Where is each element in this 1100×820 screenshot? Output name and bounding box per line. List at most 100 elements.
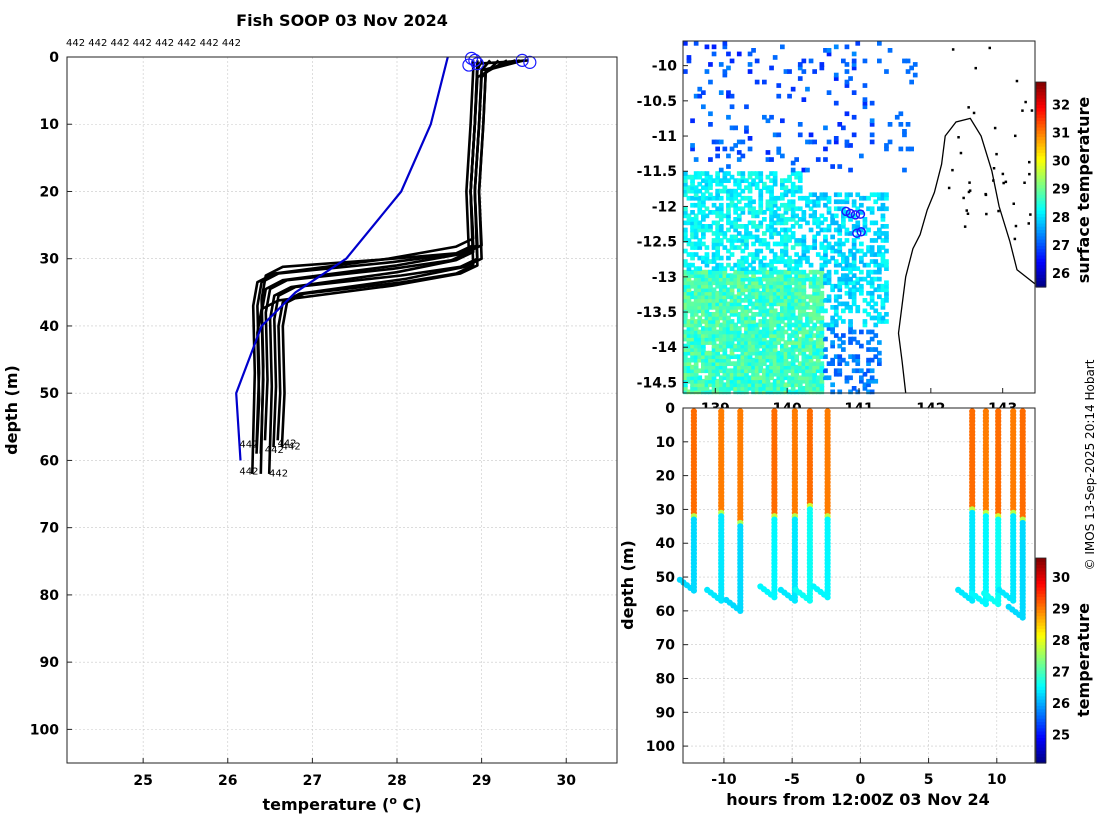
sst-cell xyxy=(722,178,728,183)
sst-cell xyxy=(841,255,846,261)
sst-cell xyxy=(877,227,882,233)
sst-cell xyxy=(826,206,832,212)
timeseries-y-tick-label: 70 xyxy=(656,638,676,654)
sst-cell xyxy=(790,386,796,391)
sst-cell xyxy=(873,378,879,384)
sst-cell xyxy=(772,312,778,317)
sst-cell xyxy=(718,287,724,293)
sst-cell xyxy=(733,280,738,286)
sst-cell xyxy=(740,382,746,388)
sst-cell xyxy=(794,378,799,384)
sst-cell xyxy=(736,389,742,395)
sst-cell xyxy=(697,269,703,275)
sst-cell xyxy=(762,255,767,261)
timeseries-colorbar-segment xyxy=(1036,666,1046,671)
sst-cell xyxy=(902,167,907,173)
timeseries-colorbar-segment xyxy=(1036,673,1046,678)
sst-cell xyxy=(844,301,850,307)
sst-cell xyxy=(758,298,764,303)
sst-cell xyxy=(693,41,699,46)
sst-cell xyxy=(704,305,710,310)
sst-cell xyxy=(823,262,828,268)
sst-cell xyxy=(693,269,699,275)
timeseries-colorbar-segment xyxy=(1036,670,1046,674)
island-dot xyxy=(957,136,960,139)
sst-cell xyxy=(769,234,774,240)
sst-cell xyxy=(880,224,886,229)
sst-cell xyxy=(762,217,767,222)
sst-cell xyxy=(873,252,879,257)
sst-cell xyxy=(697,181,703,187)
sst-cell xyxy=(880,259,886,264)
sst-cell xyxy=(686,238,692,243)
sst-cell xyxy=(690,181,695,187)
sst-cell xyxy=(797,375,803,381)
sst-cell xyxy=(880,255,886,261)
sst-cell xyxy=(869,122,875,127)
sst-cell xyxy=(683,343,688,349)
sst-cell xyxy=(884,146,889,152)
sst-cell xyxy=(826,326,832,331)
sst-cell xyxy=(769,290,774,296)
sst-cell xyxy=(683,329,688,335)
sst-cell xyxy=(708,224,713,229)
sst-cell xyxy=(715,224,720,229)
sst-cell xyxy=(787,206,792,212)
map-lat-tick-label: -14.5 xyxy=(637,375,677,391)
timeseries-colorbar-segment xyxy=(1036,695,1046,700)
sst-cell xyxy=(855,308,861,314)
sst-cell xyxy=(841,273,846,278)
sst-cell xyxy=(905,69,911,74)
sst-cell xyxy=(769,262,774,268)
sst-cell xyxy=(754,227,760,233)
sst-cell xyxy=(690,382,695,388)
sst-cell xyxy=(697,206,703,212)
sst-cell xyxy=(797,178,803,183)
sst-cell xyxy=(787,298,792,303)
sst-cell xyxy=(751,252,756,257)
sst-cell xyxy=(726,319,731,324)
sst-cell xyxy=(877,245,882,250)
sst-cell xyxy=(708,259,713,264)
sst-cell xyxy=(815,157,821,162)
sst-cell xyxy=(862,262,868,268)
sst-cell xyxy=(866,280,871,286)
timeseries-colorbar-segment xyxy=(1036,567,1046,572)
island-dot xyxy=(962,196,965,200)
sst-cell xyxy=(869,389,875,395)
sst-cell xyxy=(884,280,889,286)
sst-cell xyxy=(780,178,785,183)
sst-cell xyxy=(740,357,746,363)
sst-cell xyxy=(780,333,785,338)
sst-cell xyxy=(715,301,720,307)
sst-cell xyxy=(726,294,731,300)
timeseries-colorbar-segment xyxy=(1036,750,1046,754)
sst-cell xyxy=(780,305,785,310)
sst-cell xyxy=(819,241,825,247)
sst-cell xyxy=(783,290,789,296)
sst-cell xyxy=(758,378,764,384)
sst-cell xyxy=(740,273,746,278)
sst-cell xyxy=(805,340,810,345)
sst-cell xyxy=(744,255,749,261)
sst-cell xyxy=(762,329,767,335)
sst-cell xyxy=(765,227,771,233)
sst-cell xyxy=(851,238,857,243)
sst-cell xyxy=(801,252,807,257)
sst-cell xyxy=(740,312,746,317)
sst-cell xyxy=(837,238,843,243)
sst-cell xyxy=(826,227,832,233)
sst-cell xyxy=(736,217,742,222)
sst-cell xyxy=(815,224,821,229)
sst-cell xyxy=(751,386,756,391)
sst-cell xyxy=(708,364,713,370)
timeseries-y-tick-label: 40 xyxy=(656,536,676,552)
sst-cell xyxy=(805,312,810,317)
sst-cell xyxy=(686,290,692,296)
sst-cell xyxy=(851,329,857,335)
sst-cell xyxy=(704,206,710,212)
sst-cell xyxy=(762,290,767,296)
sst-cell xyxy=(754,224,760,229)
sst-cell xyxy=(797,238,803,243)
sst-cell xyxy=(736,287,742,293)
